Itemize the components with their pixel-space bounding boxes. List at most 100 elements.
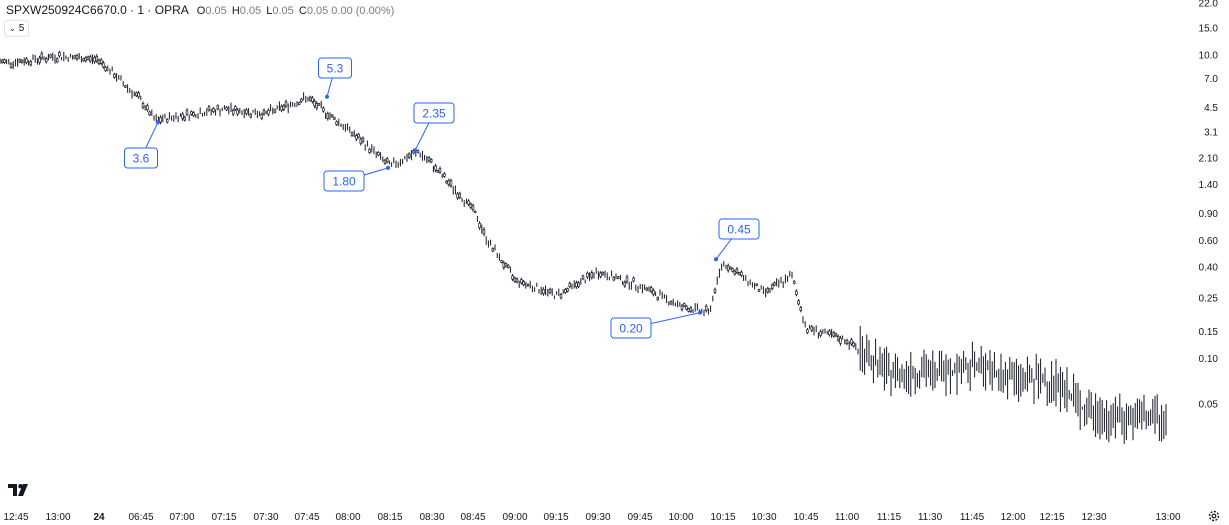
candle-body (586, 272, 589, 278)
candle-body (559, 294, 563, 299)
candle-body (834, 333, 838, 337)
time-tick-label: 08:00 (335, 512, 360, 523)
candle-body (330, 114, 334, 118)
candle-body (656, 297, 660, 301)
candle-body (685, 305, 688, 310)
candle-body (577, 282, 580, 287)
candle-body (836, 336, 840, 341)
candle-body (207, 106, 211, 111)
gear-icon[interactable] (1207, 509, 1221, 523)
time-tick-label: 09:30 (585, 512, 610, 523)
symbol-title[interactable]: SPXW250924C6670.0 · 1 · OPRA (6, 3, 189, 17)
candle-body (99, 59, 103, 64)
price-annotation[interactable]: 0.45 (714, 218, 760, 262)
candle-body (297, 102, 301, 105)
candle-body (806, 329, 809, 334)
candle-body (40, 53, 44, 59)
candle-body (482, 229, 486, 235)
candle-body (645, 287, 649, 291)
annotations-layer: 3.6 5.3 1.80 2.35 0.45 0.20 (124, 57, 760, 339)
candle-body (828, 330, 831, 336)
time-tick-label: 11:45 (960, 512, 985, 523)
candle-body (183, 116, 187, 121)
time-tick-label: 12:30 (1081, 512, 1106, 523)
candle-body (113, 73, 116, 78)
price-annotation[interactable]: 2.35 (413, 102, 455, 153)
candle-body (75, 55, 79, 60)
candle-body (669, 301, 673, 305)
candle-body (704, 305, 708, 311)
candle-body (575, 282, 578, 288)
candle-body (649, 287, 653, 292)
annotation-label: 5.3 (327, 62, 344, 76)
candle-body (95, 55, 99, 62)
open-label: O (196, 5, 206, 17)
price-tick-label: 0.90 (1199, 209, 1219, 220)
candle-body (368, 149, 371, 153)
time-tick-label: 07:30 (253, 512, 278, 523)
open-value: 0.05 (205, 5, 227, 17)
candle-body (212, 108, 215, 112)
time-tick-label: 07:00 (169, 512, 194, 523)
price-annotation[interactable]: 1.80 (323, 165, 390, 192)
candle-body (447, 180, 451, 186)
candle-body (623, 281, 627, 287)
candle-body (469, 203, 473, 208)
candle-body (225, 107, 228, 111)
candle-body (839, 337, 842, 344)
candles-layer (0, 50, 1167, 444)
candle-body (729, 266, 732, 270)
price-tick-label: 4.5 (1204, 103, 1218, 114)
candle-body (445, 180, 448, 184)
candle-body (407, 153, 411, 158)
candle-body (682, 303, 686, 307)
candle-body (383, 159, 387, 164)
price-tick-label: 2.10 (1199, 153, 1219, 164)
candle-body (234, 106, 237, 110)
candle-body (322, 107, 325, 112)
candle-body (429, 159, 433, 163)
price-annotation[interactable]: 3.6 (124, 120, 161, 169)
time-tick-label: 08:30 (419, 512, 444, 523)
candle-body (135, 92, 138, 96)
candle-body (792, 280, 796, 284)
annotation-box (124, 147, 158, 169)
candle-body (3, 59, 6, 63)
interval-button[interactable]: ⌄ 5 (4, 20, 30, 37)
time-tick-label: 10:15 (710, 512, 735, 523)
candle-body (616, 276, 620, 279)
candle-body (601, 272, 605, 275)
annotation-label: 0.45 (727, 223, 751, 237)
candle-body (249, 113, 253, 118)
price-annotation[interactable]: 0.20 (610, 310, 702, 339)
candle-body (361, 137, 365, 142)
candle-body (282, 105, 286, 110)
time-tick-label: 13:00 (1155, 512, 1180, 523)
candle-body (850, 339, 853, 345)
time-tick-label: 12:45 (3, 512, 28, 523)
candle-body (766, 288, 770, 293)
time-tick-label: 08:15 (377, 512, 402, 523)
time-axis[interactable]: 12:45 13:00 24 06:45 07:00 07:15 07:30 07:45 08:… (3, 512, 1180, 523)
tradingview-logo-icon[interactable] (8, 484, 32, 496)
low-label: L (266, 5, 273, 17)
candle-body (832, 332, 836, 337)
price-axis[interactable]: 22.0 15.0 10.0 7.0 4.5 3.1 2.10 1.40 0.90 0.60 0.4… (1199, 0, 1219, 411)
price-tick-label: 0.40 (1199, 263, 1219, 274)
candle-body (726, 265, 730, 271)
candle-body (515, 278, 519, 283)
candle-body (377, 152, 380, 156)
candle-body (146, 105, 149, 111)
high-label: H (231, 5, 240, 17)
candle-body (231, 109, 235, 115)
candle-body (313, 100, 316, 107)
price-annotation[interactable]: 5.3 (318, 57, 352, 99)
price-tick-label: 0.10 (1199, 354, 1219, 365)
candle-body (335, 121, 338, 125)
candle-body (564, 289, 567, 293)
candle-body (810, 326, 814, 331)
time-tick-label: 10:00 (668, 512, 693, 523)
candle-body (737, 272, 741, 275)
candle-body (548, 288, 552, 294)
